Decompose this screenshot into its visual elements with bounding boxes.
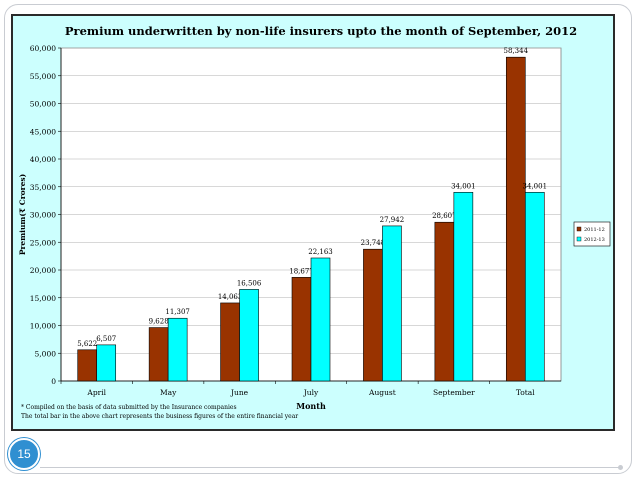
y-axis-title: Premium(₹ Crores)	[18, 174, 27, 255]
data-label: 28,607	[432, 212, 457, 220]
bar-2011-12-July	[291, 277, 312, 382]
x-tick-label: June	[230, 388, 249, 397]
bottom-rule	[40, 467, 620, 468]
y-tick-label: 5,000	[35, 349, 57, 358]
bar-2012-13-Total	[524, 191, 545, 382]
footnote-1: * Compiled on the basis of data submitte…	[21, 404, 237, 411]
chart-area: Premium underwritten by non-life insurer…	[11, 14, 615, 431]
bar-chart: Premium underwritten by non-life insurer…	[18, 24, 611, 420]
legend-swatch-2011-12	[576, 226, 582, 232]
x-tick-label: August	[368, 388, 396, 397]
y-tick-label: 10,000	[30, 322, 56, 331]
data-label: 34,001	[523, 182, 548, 190]
x-axis-title: Month	[296, 401, 326, 411]
y-tick-label: 20,000	[30, 266, 56, 275]
bar-2012-13-May	[167, 317, 188, 382]
y-tick-label: 40,000	[30, 155, 56, 164]
y-tick-label: 45,000	[30, 127, 56, 136]
bar-2011-12-September	[434, 221, 455, 382]
data-label: 11,307	[165, 308, 190, 316]
data-label: 22,163	[308, 248, 333, 256]
x-tick-label: July	[303, 388, 319, 397]
bar-2011-12-June	[220, 302, 240, 382]
x-tick-label: Total	[516, 388, 535, 397]
legend-swatch-2012-13	[576, 236, 582, 242]
x-tick-label: May	[160, 388, 177, 397]
y-tick-label: 30,000	[30, 211, 56, 220]
bar-2012-13-July	[310, 257, 331, 382]
legend-box	[573, 221, 611, 247]
bar-2011-12-April	[77, 349, 98, 382]
x-tick-label: September	[433, 388, 475, 397]
y-tick-label: 15,000	[30, 294, 56, 303]
data-label: 14,063	[218, 293, 243, 301]
x-tick-label: April	[86, 388, 106, 397]
bar-2011-12-May	[148, 327, 169, 382]
data-label: 18,677	[289, 267, 314, 275]
y-tick-label: 25,000	[30, 238, 56, 247]
data-label: 9,628	[149, 318, 169, 326]
y-tick-label: 55,000	[30, 72, 56, 81]
data-label: 34,001	[451, 182, 476, 190]
legend-label: 2011-12	[584, 227, 605, 233]
bottom-rule-dot	[618, 465, 623, 470]
slide-number: 15	[8, 438, 40, 470]
bar-2011-12-Total	[505, 56, 526, 382]
data-label: 16,506	[237, 279, 262, 287]
footnote-2: The total bar in the above chart represe…	[21, 413, 298, 420]
bar-2012-13-April	[96, 344, 117, 382]
y-tick-label: 35,000	[30, 183, 56, 192]
y-tick-label: 0	[51, 377, 56, 386]
chart-title: Premium underwritten by non-life insurer…	[65, 24, 577, 38]
data-label: 58,344	[504, 47, 529, 55]
bar-2012-13-June	[239, 289, 259, 382]
data-label: 6,507	[96, 335, 116, 343]
legend-label: 2012-13	[584, 237, 605, 243]
bar-2012-13-September	[453, 191, 474, 382]
y-tick-label: 60,000	[30, 44, 56, 53]
bar-2011-12-August	[363, 248, 383, 382]
data-label: 5,622	[77, 340, 97, 348]
y-tick-label: 50,000	[30, 100, 56, 109]
data-label: 27,942	[380, 216, 405, 224]
bar-2012-13-August	[382, 225, 402, 382]
data-label: 23,748	[361, 239, 386, 247]
